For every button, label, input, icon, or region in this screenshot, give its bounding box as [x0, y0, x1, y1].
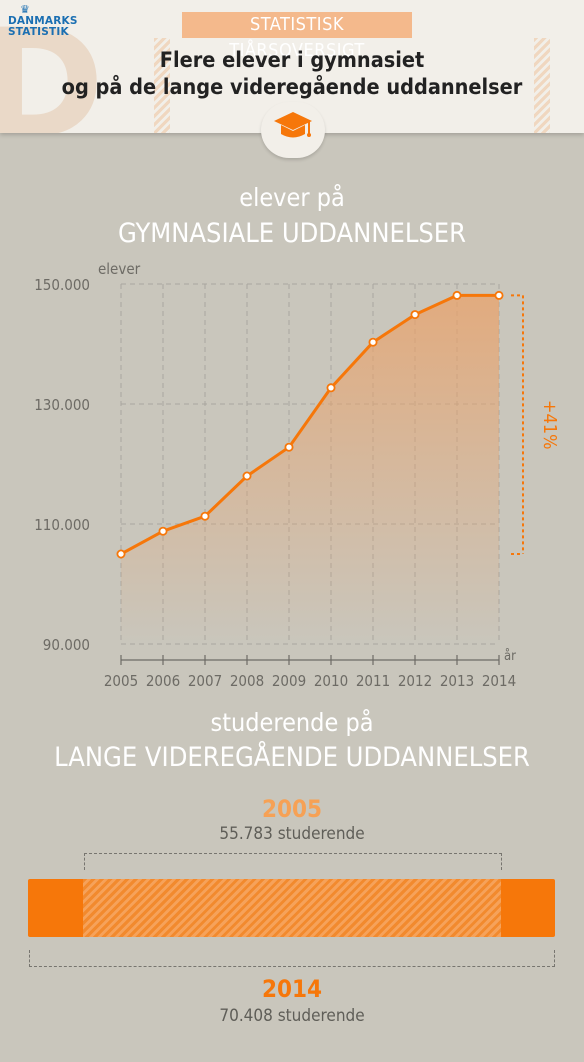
data-point — [116, 549, 126, 559]
x-tick-label: 2005 — [104, 672, 138, 690]
section1-title: GYMNASIALE UDDANNELSER — [117, 218, 467, 249]
graduation-cap-icon — [274, 112, 312, 138]
x-tick-label: 2010 — [314, 672, 348, 690]
x-tick-label: 2009 — [272, 672, 306, 690]
logo-line-2: STATISTIK — [8, 26, 69, 38]
data-point — [158, 526, 168, 536]
title-line-1: Flere elever i gymnasiet — [159, 48, 425, 73]
y-tick-label: 130.000 — [34, 396, 90, 414]
x-tick-label: 2012 — [398, 672, 432, 690]
data-point — [452, 290, 462, 300]
x-tick-label: 2008 — [230, 672, 264, 690]
y-tick-label: 110.000 — [34, 516, 90, 534]
header: D ♛ DANMARKS STATISTIK STATISTISK TIÅRSO… — [0, 0, 584, 133]
data-point — [410, 310, 420, 320]
x-axis-label: år — [504, 649, 516, 664]
bar-2005 — [83, 879, 501, 937]
x-tick-label: 2014 — [482, 672, 516, 690]
banner: STATISTISK TIÅRSOVERSIGT — [182, 12, 412, 61]
data-point — [284, 442, 294, 452]
x-tick-label: 2007 — [188, 672, 222, 690]
title-line-2: og på de lange videregående uddannelser — [61, 75, 523, 100]
logo[interactable]: ♛ DANMARKS STATISTIK — [8, 4, 78, 38]
annotation-label: +41% — [539, 400, 560, 450]
data-point — [242, 471, 252, 481]
series-line — [120, 293, 499, 556]
y-axis-label: elever — [98, 260, 141, 278]
data-point — [368, 337, 378, 347]
data-point — [326, 383, 336, 393]
y-tick-label: 150.000 — [34, 276, 90, 294]
x-tick-label: 2011 — [356, 672, 390, 690]
bracket-2014 — [29, 950, 555, 967]
data-point — [494, 290, 504, 300]
decorative-stripe — [534, 38, 550, 133]
section2-title: LANGE VIDEREGÅENDE UDDANNELSER — [54, 742, 530, 773]
logo-line-1: DANMARKS — [8, 15, 78, 27]
crown-icon: ♛ — [20, 3, 31, 16]
y-tick-label: 90.000 — [43, 636, 90, 654]
decorative-shape: D — [0, 0, 105, 133]
x-tick-label: 2006 — [146, 672, 180, 690]
data-point — [200, 511, 210, 521]
page-title: Flere elever i gymnasiet og på de lange … — [0, 47, 584, 101]
line-chart: 90.000 110.000 130.000 150.000 elever 2005 200… — [34, 260, 560, 690]
section1-subtitle: elever på — [239, 183, 345, 212]
graduation-cap-badge — [261, 102, 325, 158]
section2-subtitle: studerende på — [210, 708, 374, 737]
count-2014-label: 70.408 studerende — [219, 1006, 365, 1026]
bracket-2005 — [84, 853, 502, 870]
count-2005-label: 55.783 studerende — [219, 824, 365, 844]
decorative-stripe — [154, 38, 170, 133]
x-tick-label: 2013 — [440, 672, 474, 690]
year-2005-label: 2005 — [261, 795, 323, 823]
year-2014-label: 2014 — [261, 975, 323, 1003]
area-fill — [121, 295, 499, 644]
